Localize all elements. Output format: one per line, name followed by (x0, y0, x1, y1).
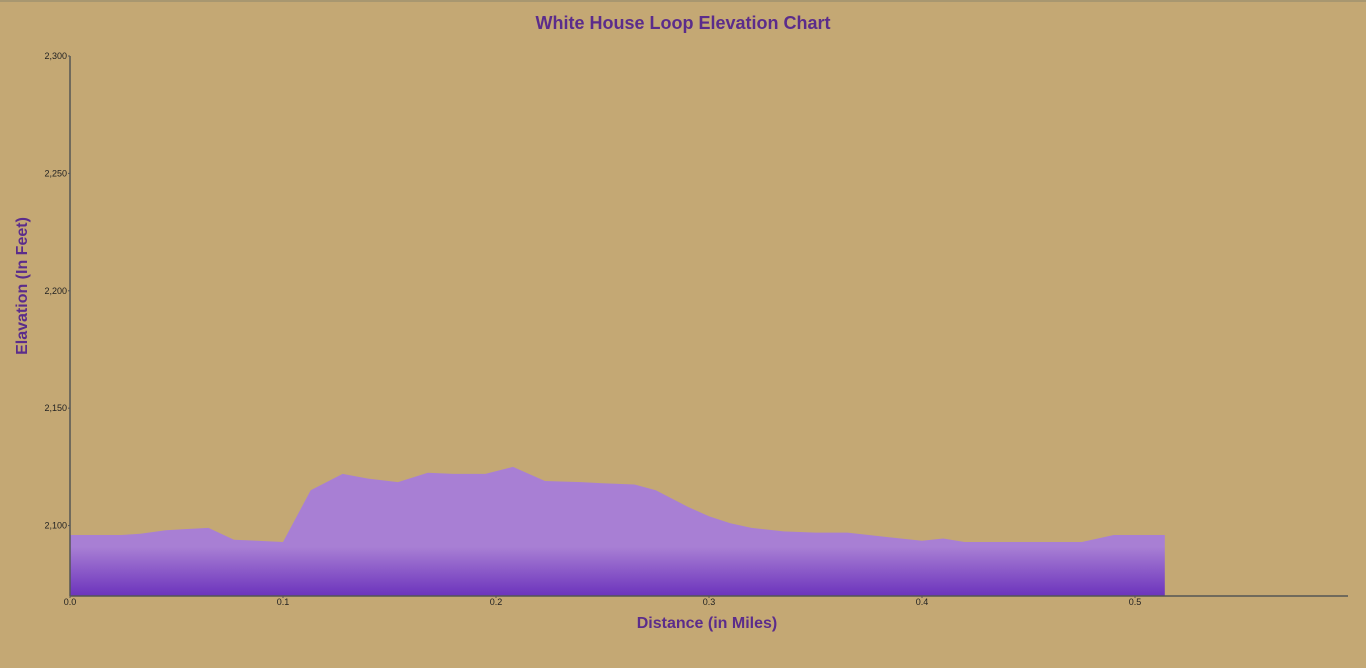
x-axis-label: Distance (in Miles) (637, 615, 777, 632)
chart-title: White House Loop Elevation Chart (535, 13, 830, 33)
y-tick-label: 2,100 (44, 521, 67, 531)
y-axis-label: Elavation (In Feet) (14, 217, 31, 355)
x-tick-group: 0.0 0.1 0.2 0.3 0.4 0.5 (64, 596, 1142, 607)
top-border (0, 0, 1366, 2)
elevation-area (70, 466, 1165, 596)
y-tick-label: 2,200 (44, 286, 67, 296)
y-tick-label: 2,150 (44, 403, 67, 413)
x-tick-label: 0.5 (1129, 597, 1142, 607)
y-tick-label: 2,300 (44, 51, 67, 61)
y-tick-group: 2,100 2,150 2,200 2,250 2,300 (44, 51, 70, 531)
x-tick-label: 0.3 (703, 597, 716, 607)
x-tick-label: 0.0 (64, 597, 77, 607)
x-tick-label: 0.4 (916, 597, 929, 607)
x-tick-label: 0.2 (490, 597, 503, 607)
area-layer (70, 466, 1165, 596)
x-tick-label: 0.1 (277, 597, 290, 607)
y-tick-label: 2,250 (44, 168, 67, 178)
